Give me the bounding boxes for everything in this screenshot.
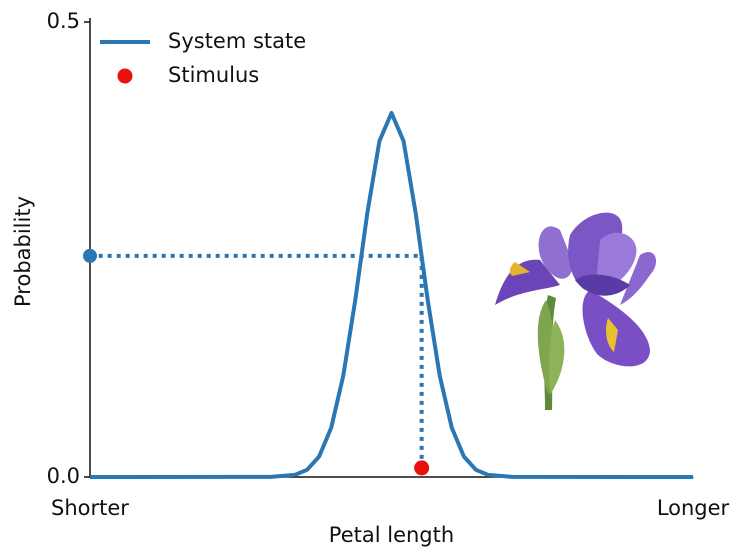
- readout-point: [83, 249, 97, 263]
- y-tick-label: 0.0: [47, 464, 80, 488]
- series-point: [414, 460, 429, 475]
- chart: 0.0 0.5 Shorter Longer Petal length Probabili…: [0, 0, 738, 550]
- x-tick-label: Shorter: [51, 496, 129, 520]
- legend-marker: [118, 69, 133, 84]
- y-axis-label: Probability: [11, 196, 35, 307]
- readout-guide: [90, 256, 422, 468]
- iris-illustration: [495, 213, 656, 410]
- x-axis-label: Petal length: [329, 523, 454, 547]
- legend-label: Stimulus: [168, 63, 259, 87]
- legend-label: System state: [168, 29, 306, 53]
- y-tick-label: 0.5: [47, 9, 80, 33]
- x-tick-label: Longer: [657, 496, 730, 520]
